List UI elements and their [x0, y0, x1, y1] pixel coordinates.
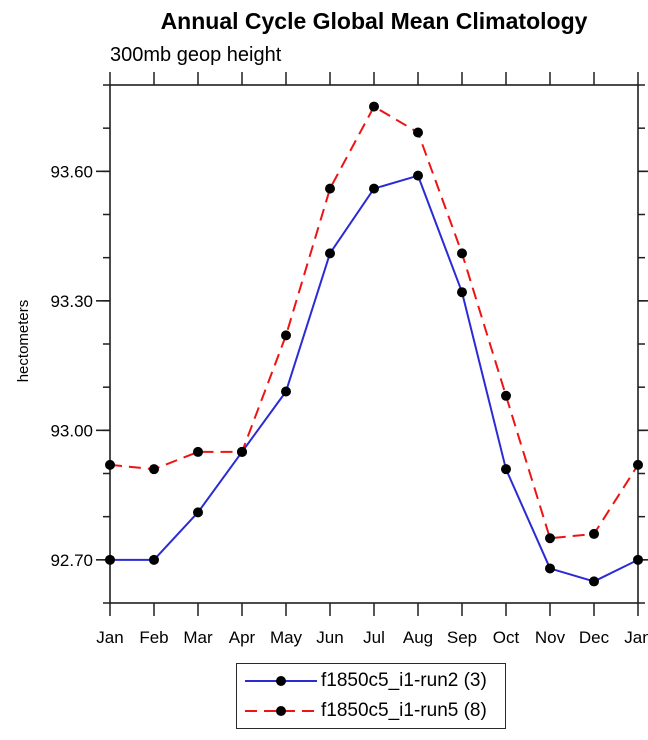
y-tick-label: 92.70 — [50, 551, 93, 570]
x-tick-label: Jul — [363, 628, 385, 647]
plot-area: Jan Feb Mar Apr May Jun Jul Aug Sep Oct Nov Dec Jan 9… — [50, 72, 648, 647]
x-tick-label: Dec — [579, 628, 610, 647]
data-point-marker — [501, 464, 511, 475]
y-tick-label: 93.30 — [50, 292, 93, 311]
legend-sample-marker — [276, 706, 286, 716]
plot-border — [109, 84, 639, 604]
data-point-marker — [457, 287, 467, 298]
y-tick-label: 93.60 — [50, 162, 93, 181]
data-point-marker — [413, 170, 423, 181]
y-tick-label: 93.00 — [50, 421, 93, 440]
data-point-marker — [369, 101, 379, 112]
x-tick-label: Jun — [316, 628, 343, 647]
data-point-marker — [193, 507, 203, 518]
legend-sample-marker — [276, 676, 286, 686]
legend-label-run2: f1850c5_i1-run2 (3) — [321, 670, 487, 691]
series-line-1 — [110, 174, 639, 583]
series-line-2 — [109, 105, 639, 540]
x-tick-label: Feb — [139, 628, 168, 647]
data-point-marker — [457, 248, 467, 259]
x-tick-label: Nov — [535, 628, 566, 647]
legend-item-run2: f1850c5_i1-run2 (3) — [245, 666, 505, 696]
data-point-marker — [105, 554, 115, 565]
series-markers-1 — [105, 170, 643, 587]
chart-title: Annual Cycle Global Mean Climatology — [160, 8, 588, 34]
data-point-marker — [633, 554, 643, 565]
series-markers-2 — [105, 101, 643, 544]
legend: f1850c5_i1-run2 (3) f1850c5_i1-run5 (8) — [236, 663, 506, 729]
x-tick-label: Oct — [493, 628, 520, 647]
data-point-marker — [589, 528, 599, 539]
chart-subtitle: 300mb geop height — [110, 44, 282, 66]
y-axis: 92.70 93.00 93.30 93.60 — [50, 84, 648, 604]
data-point-marker — [369, 183, 379, 194]
x-tick-label: Jan — [96, 628, 123, 647]
data-point-marker — [413, 127, 423, 138]
legend-line-sample-run2 — [245, 676, 317, 686]
data-point-marker — [149, 464, 159, 475]
data-point-marker — [589, 576, 599, 587]
data-point-marker — [237, 446, 247, 457]
data-point-marker — [325, 248, 335, 259]
data-point-marker — [633, 459, 643, 470]
legend-line-sample-run5 — [245, 706, 317, 716]
data-point-marker — [545, 563, 555, 574]
data-point-marker — [105, 459, 115, 470]
x-tick-label: Mar — [183, 628, 213, 647]
x-tick-label: May — [270, 628, 303, 647]
data-point-marker — [193, 446, 203, 457]
legend-item-run5: f1850c5_i1-run5 (8) — [245, 696, 505, 726]
x-tick-label: Sep — [447, 628, 477, 647]
data-point-marker — [545, 533, 555, 544]
data-point-marker — [501, 390, 511, 401]
data-point-marker — [325, 183, 335, 194]
x-tick-label: Jan — [624, 628, 648, 647]
data-point-marker — [281, 386, 291, 397]
legend-label-run5: f1850c5_i1-run5 (8) — [321, 700, 487, 721]
x-tick-label: Aug — [403, 628, 433, 647]
x-tick-label: Apr — [229, 628, 256, 647]
data-point-marker — [149, 554, 159, 565]
x-axis: Jan Feb Mar Apr May Jun Jul Aug Sep Oct Nov Dec Jan — [96, 72, 648, 647]
data-point-marker — [281, 330, 291, 341]
